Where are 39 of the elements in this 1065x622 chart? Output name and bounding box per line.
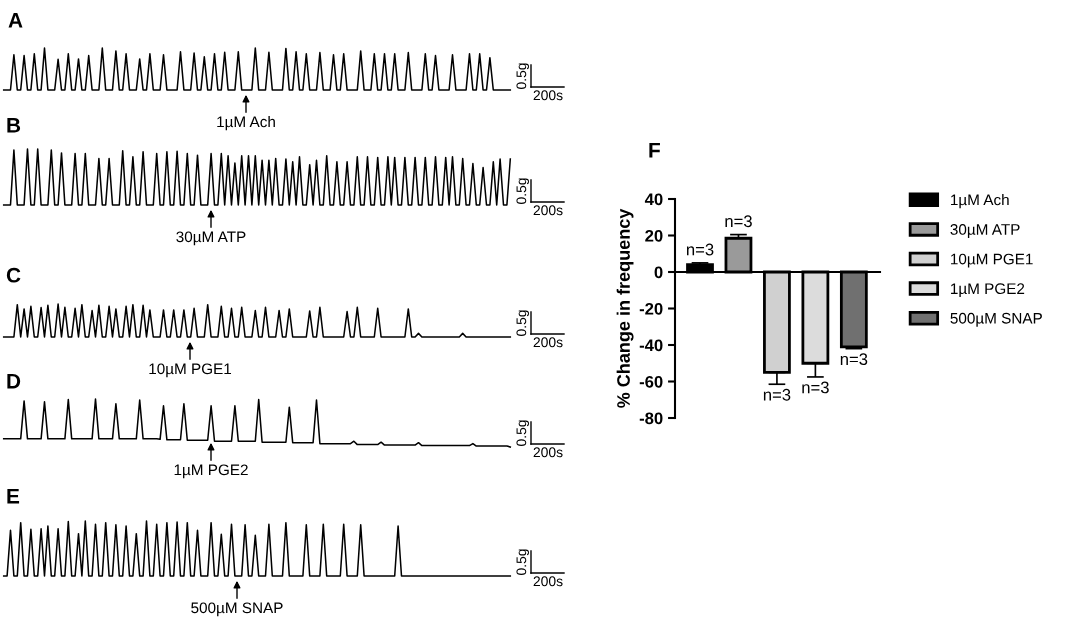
text: 1µM PGE2 [174,464,248,479]
text: 500µM SNAP [191,602,283,617]
annotation: n=3 [840,353,868,366]
chart-title: B [7,118,21,133]
text: 0.5g [516,63,529,89]
y-tick-label: -60 [639,375,663,388]
y-tick-label: 20 [645,229,663,242]
text: 200s [533,576,563,587]
chart-title: A [8,13,23,28]
chart-title: D [7,374,21,389]
text: 10µM PGE1 [149,363,232,378]
text: 1µM Ach [217,116,275,131]
text: 200s [533,90,563,101]
text: 0.5g [516,310,529,336]
text: 200s [533,447,563,458]
y-tick-label: 40 [644,193,663,206]
legend-label: 500µM SNAP [950,312,1042,327]
text: 0.5g [516,178,529,204]
annotation: n=3 [802,381,829,394]
text: 0.5g [516,420,529,446]
annotation: n=3 [763,388,791,401]
y-tick-label: -40 [639,339,663,352]
text: 200s [533,337,563,348]
chart-title: C [6,267,21,283]
legend-label: 10µM PGE1 [951,253,1033,268]
y-axis-title: % Change in frequency [616,208,634,408]
text: 30µM ATP [176,231,246,246]
chart-title: E [7,489,20,504]
y-tick-label: -20 [639,302,663,315]
legend-label: 30µM ATP [950,224,1020,238]
legend-label: 1µM Ach [951,194,1009,209]
annotation: n=3 [725,215,752,228]
text: 0.5g [516,549,529,575]
annotation: n=3 [686,243,714,256]
chart-title: F [649,143,660,158]
y-tick-label: 0 [654,266,663,279]
legend-label: 1µM PGE2 [951,283,1025,298]
text: 200s [533,205,563,216]
y-tick-label: -80 [639,412,663,425]
